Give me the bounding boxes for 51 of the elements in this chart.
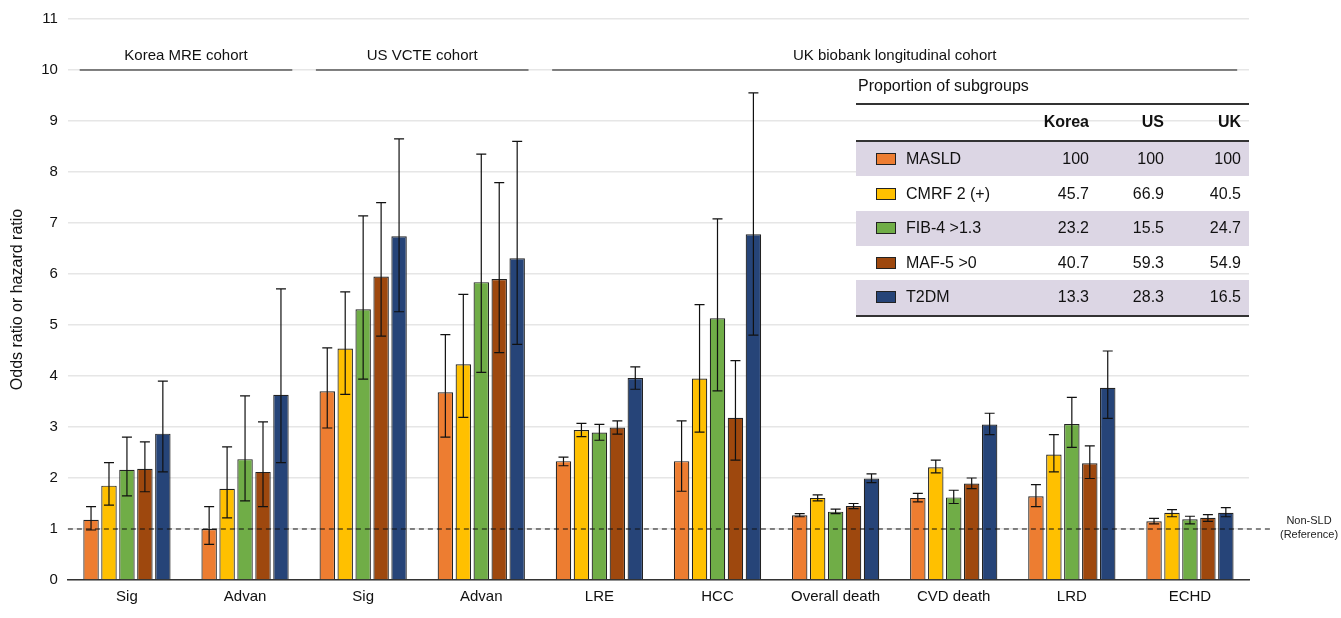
annotation: 100 bbox=[1213, 149, 1241, 170]
x-tick-label: Advan bbox=[223, 587, 267, 605]
annotation: 13.3 bbox=[1056, 287, 1089, 308]
y-tick-label: 3 bbox=[49, 417, 58, 435]
y-tick-label: 9 bbox=[49, 111, 58, 129]
legend-label: MAF-5 >0 bbox=[905, 252, 978, 273]
x-tick-label: Sig bbox=[352, 587, 375, 605]
annotation: 28.3 bbox=[1131, 287, 1164, 308]
annotation: 45.7 bbox=[1056, 183, 1089, 204]
x-tick-label: ECHD bbox=[1168, 587, 1212, 605]
x-tick-label: Advan bbox=[460, 587, 503, 605]
x-tick-label: LRE bbox=[584, 587, 614, 605]
annotation: 24.7 bbox=[1208, 218, 1241, 239]
y-tick-label: 8 bbox=[49, 162, 58, 180]
y-tick-label: 11 bbox=[42, 9, 58, 27]
y-tick-label: 1 bbox=[49, 519, 58, 537]
y-tick-label: 6 bbox=[49, 264, 58, 282]
legend-label: CMRF 2 (+) bbox=[905, 183, 991, 204]
y-tick-label: 7 bbox=[49, 213, 58, 231]
legend-label: T2DM bbox=[905, 287, 951, 308]
annotation: US bbox=[1140, 112, 1164, 133]
x-tick-label: LRD bbox=[1056, 587, 1087, 605]
annotation: UK biobank longitudinal cohort bbox=[792, 45, 998, 63]
annotation: 100 bbox=[1136, 149, 1164, 170]
annotation: 40.7 bbox=[1056, 252, 1089, 273]
y-tick-label: 2 bbox=[49, 468, 58, 486]
x-tick-label: HCC bbox=[701, 587, 734, 605]
annotation: 40.5 bbox=[1208, 183, 1241, 204]
y-tick-label: 10 bbox=[41, 60, 58, 78]
x-tick-label: Sig bbox=[116, 587, 138, 605]
annotation: UK bbox=[1216, 112, 1241, 133]
annotation: 15.5 bbox=[1131, 218, 1164, 239]
x-tick-label: CVD death bbox=[917, 587, 991, 605]
annotation: 23.2 bbox=[1056, 218, 1089, 239]
annotation: Proportion of subgroups bbox=[857, 77, 1030, 97]
y-tick-label: 0 bbox=[49, 570, 58, 588]
ref-line-label: Non-SLD (Reference) bbox=[1279, 514, 1339, 541]
annotation: US VCTE cohort bbox=[366, 45, 479, 63]
y-tick-label: 4 bbox=[49, 366, 58, 384]
annotation: 54.9 bbox=[1208, 252, 1241, 273]
legend-label: FIB-4 >1.3 bbox=[905, 218, 983, 239]
y-axis-title: Odds ratio or hazard ratio bbox=[8, 208, 26, 391]
annotation: 66.9 bbox=[1131, 183, 1164, 204]
legend-label: MASLD bbox=[905, 149, 963, 170]
annotation: 100 bbox=[1061, 149, 1089, 170]
y-tick-label: 5 bbox=[49, 315, 58, 333]
annotation: 16.5 bbox=[1208, 287, 1241, 308]
x-tick-label: Overall death bbox=[791, 587, 881, 605]
annotation: 59.3 bbox=[1131, 252, 1164, 273]
annotation: Korea bbox=[1042, 112, 1089, 133]
annotation: Korea MRE cohort bbox=[124, 45, 249, 63]
